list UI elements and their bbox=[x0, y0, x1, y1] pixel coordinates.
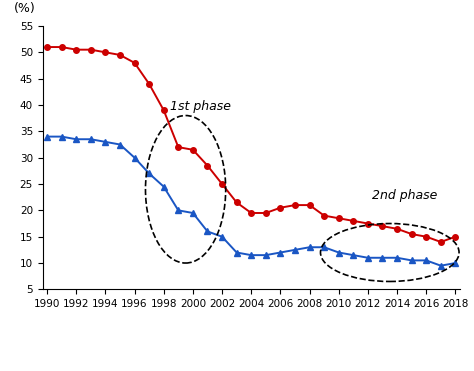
Text: 1st phase: 1st phase bbox=[170, 100, 231, 113]
Text: 2nd phase: 2nd phase bbox=[372, 190, 437, 203]
Text: (%): (%) bbox=[13, 3, 35, 16]
